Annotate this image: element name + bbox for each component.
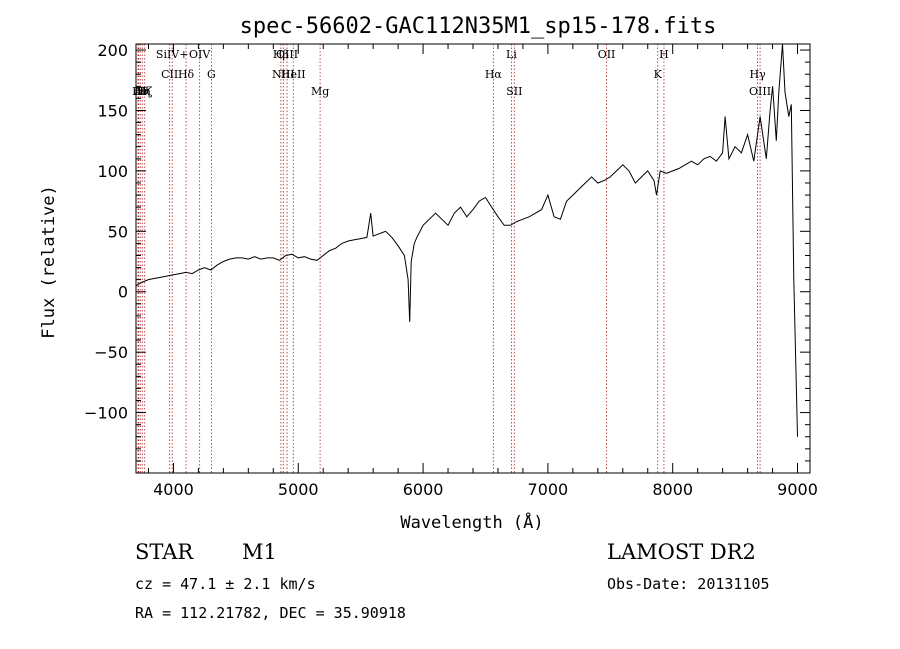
x-tick-label: 9000: [777, 480, 818, 499]
x-tick-label: 6000: [403, 480, 444, 499]
y-tick-label: −100: [84, 404, 128, 423]
line-marker-label: A: [133, 85, 143, 98]
chart-title: spec-56602-GAC112N35M1_sp15-178.fits: [240, 14, 717, 39]
y-axis-ticks: −100 −50 0 50 100 150 200: [84, 41, 810, 462]
y-tick-label: 100: [97, 162, 128, 181]
survey-name: LAMOST DR2: [607, 540, 756, 564]
spectrum-line: [135, 43, 798, 437]
x-tick-label: 8000: [652, 480, 693, 499]
x-axis-ticks: 4000 5000 6000 7000 8000 9000: [147, 44, 818, 499]
x-tick-label: 5000: [278, 480, 319, 499]
line-marker-label: OII: [598, 48, 616, 61]
line-marker-label: Hβ: [273, 48, 289, 61]
line-marker-label: SiIV+: [156, 48, 189, 61]
line-marker-label: Li: [506, 48, 517, 61]
line-marker-labels: AHHθHηHζCIISiIV+HδOIVGHβNIIIOIIIHeIIMgHα…: [132, 48, 771, 98]
line-markers: [137, 44, 761, 473]
redshift-cz: cz = 47.1 ± 2.1 km/s: [135, 575, 316, 593]
line-marker-label: OIII: [276, 48, 298, 61]
line-marker-label: Mg: [311, 85, 329, 98]
plot-frame: [135, 43, 811, 474]
x-tick-label: 4000: [153, 480, 194, 499]
y-tick-label: 200: [97, 41, 128, 60]
line-marker-label: Hζ: [137, 85, 153, 98]
line-marker-label: Hα: [485, 68, 503, 81]
line-marker-label: K: [654, 68, 663, 81]
line-marker-label: NIII: [272, 68, 295, 81]
line-marker-label: Hη: [134, 85, 150, 98]
object-subclass: M1: [242, 540, 277, 564]
line-marker-label: Hδ: [178, 68, 195, 81]
line-marker-label: G: [207, 68, 216, 81]
line-marker-label: Hγ: [749, 68, 766, 81]
y-tick-label: 50: [108, 222, 128, 241]
line-marker-label: H: [134, 85, 144, 98]
y-tick-label: 150: [97, 101, 128, 120]
line-marker-label: HeII: [281, 68, 306, 81]
y-axis-label: Flux (relative): [39, 185, 59, 339]
object-class: STAR: [135, 540, 194, 564]
y-tick-label: 0: [118, 283, 128, 302]
line-marker-label: OIII: [749, 85, 771, 98]
line-marker-label: SII: [506, 85, 522, 98]
line-marker-label: CII: [161, 68, 178, 81]
y-tick-label: −50: [94, 343, 128, 362]
line-marker-label: OIV: [189, 48, 211, 61]
observation-date: Obs-Date: 20131105: [607, 575, 770, 593]
coordinates: RA = 112.21782, DEC = 35.90918: [135, 604, 406, 622]
x-tick-label: 7000: [528, 480, 569, 499]
x-axis-label: Wavelength (Å): [400, 511, 543, 533]
line-marker-label: H: [659, 48, 669, 61]
line-marker-label: Hθ: [132, 85, 149, 98]
